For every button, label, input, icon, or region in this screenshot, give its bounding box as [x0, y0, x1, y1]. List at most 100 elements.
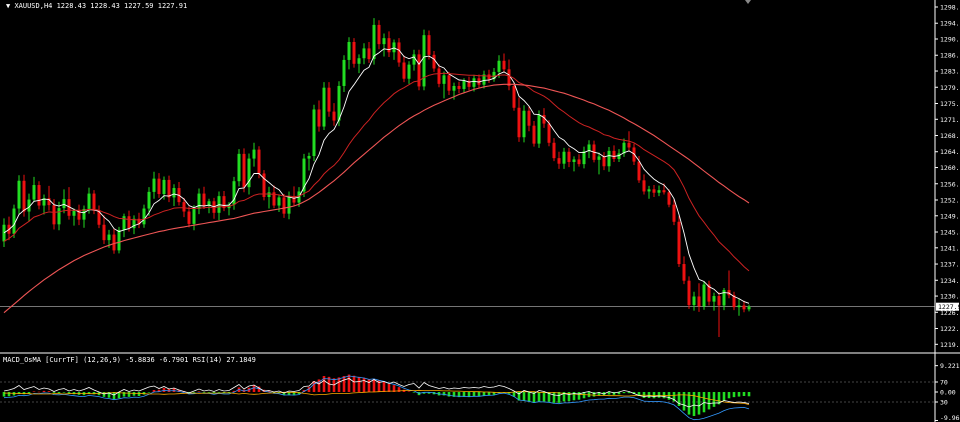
candle — [202, 186, 206, 209]
candle-body — [542, 115, 546, 124]
histogram-bar — [167, 388, 171, 392]
candle-body — [527, 110, 531, 126]
histogram-bar — [322, 376, 326, 392]
candle — [352, 38, 356, 68]
candle — [307, 152, 311, 171]
indicator-tick-label: 70 — [940, 379, 948, 387]
candle-body — [567, 151, 571, 162]
histogram-bar — [252, 385, 256, 392]
histogram-bar — [452, 392, 456, 397]
candle — [432, 50, 436, 72]
histogram-bar — [457, 392, 461, 398]
histogram-bar — [572, 392, 576, 401]
histogram-bar — [372, 378, 376, 392]
candle — [747, 304, 751, 312]
histogram-bar — [622, 392, 626, 394]
candle — [407, 61, 411, 84]
histogram-bar — [492, 392, 496, 395]
candle-body — [157, 178, 161, 195]
histogram-bar — [327, 376, 331, 392]
candle — [412, 49, 416, 71]
candle — [187, 206, 191, 228]
candle — [577, 154, 581, 167]
histogram-bar — [7, 392, 11, 397]
candle-body — [427, 35, 431, 55]
candle-body — [222, 196, 226, 209]
histogram-bar — [67, 392, 71, 394]
histogram-bar — [527, 392, 531, 402]
price-tick-label: 1260.50 — [940, 164, 960, 172]
candle — [77, 204, 81, 226]
histogram-bar — [347, 374, 351, 392]
candle — [502, 53, 506, 73]
candle — [522, 105, 526, 143]
candle-body — [677, 221, 681, 265]
candle — [347, 37, 351, 70]
rsi-line — [3, 378, 750, 408]
candle-body — [742, 305, 746, 310]
candle — [317, 100, 321, 132]
histogram-bar — [62, 392, 66, 393]
candle-body — [662, 190, 666, 193]
candle-body — [712, 296, 716, 302]
candle-body — [462, 80, 466, 89]
candle-body — [697, 296, 701, 307]
candle — [417, 49, 421, 91]
histogram-bar — [477, 392, 481, 397]
candle-body — [107, 234, 111, 241]
candle-body — [112, 234, 116, 251]
histogram-bar — [552, 392, 556, 403]
candle-body — [477, 78, 481, 85]
price-tick-label: 1222.80 — [940, 325, 960, 333]
candle-body — [252, 149, 256, 159]
candle-body — [487, 74, 491, 80]
candle-body — [532, 125, 536, 144]
candle-body — [437, 68, 441, 84]
histogram-bar — [92, 392, 96, 395]
price-tick-label: 1275.50 — [940, 100, 960, 108]
candle-body — [737, 305, 741, 308]
histogram-bar — [567, 392, 571, 402]
candle-body — [627, 142, 631, 148]
histogram-bar — [357, 376, 361, 392]
histogram-bar — [257, 386, 261, 392]
candle — [402, 55, 406, 83]
indicator-header: MACD_OsMA [CurrTF] (12,26,9) -5.8836 -6.… — [3, 356, 256, 364]
candle — [262, 170, 266, 201]
candle-body — [732, 295, 736, 308]
candle-body — [442, 75, 446, 84]
candle-body — [82, 208, 86, 220]
candle — [657, 185, 661, 197]
price-tick-label: 1271.80 — [940, 116, 960, 124]
candle — [587, 140, 591, 159]
candle-body — [172, 188, 176, 198]
candle — [737, 299, 741, 316]
candle — [357, 54, 361, 74]
candle — [217, 191, 221, 221]
candle — [442, 71, 446, 99]
candle — [252, 142, 256, 167]
candle-body — [142, 208, 146, 225]
candle — [267, 186, 271, 209]
candle-body — [247, 158, 251, 188]
candle-body — [722, 290, 726, 306]
histogram-bar — [687, 392, 691, 415]
candle — [397, 38, 401, 67]
histogram-bar — [472, 392, 476, 397]
candle — [562, 147, 566, 169]
candle-body — [307, 156, 311, 159]
price-tick-label: 1234.10 — [940, 277, 960, 285]
price-tick-label: 1268.00 — [940, 132, 960, 140]
price-chart: 1227.91 — [0, 18, 960, 338]
histogram-bar — [87, 392, 91, 394]
candle-body — [42, 198, 46, 206]
candle-body — [522, 110, 526, 138]
candle-body — [552, 142, 556, 159]
histogram-bar — [657, 392, 661, 398]
candle-body — [432, 54, 436, 69]
histogram-bar — [742, 392, 746, 396]
candle — [467, 76, 471, 91]
histogram-bar — [102, 392, 106, 397]
